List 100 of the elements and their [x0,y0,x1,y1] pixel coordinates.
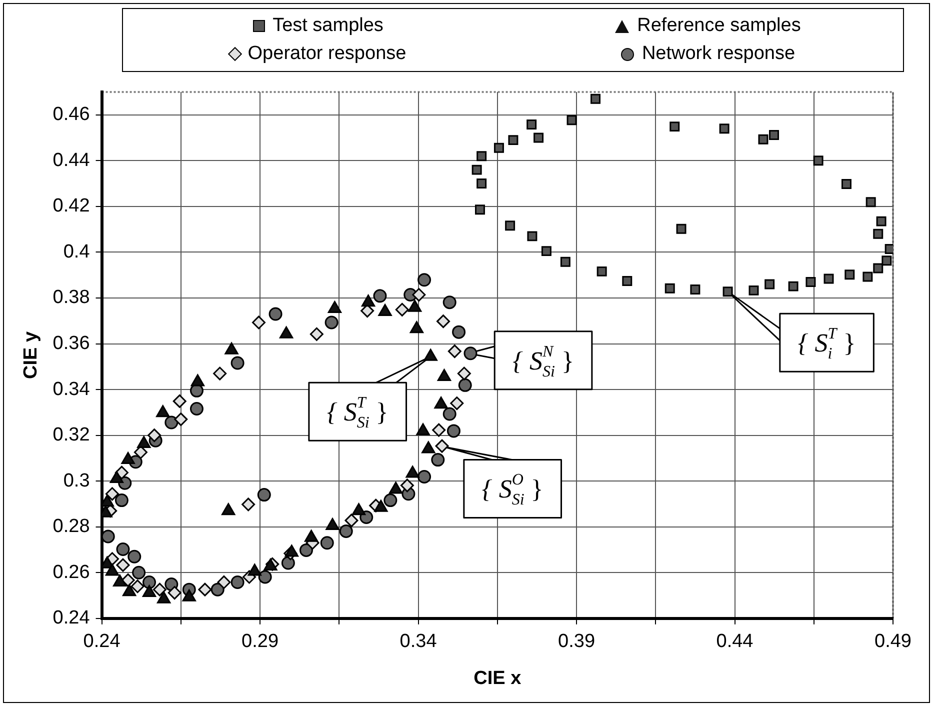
y-tick-label: 0.42 [52,196,90,217]
point [622,276,632,286]
point [395,302,409,316]
point [122,584,136,596]
point [310,327,324,341]
point [242,498,256,512]
y-axis-title: CIE y [20,331,42,379]
point [190,402,204,416]
point [464,346,478,360]
point [431,453,445,467]
point [299,543,313,557]
x-axis-title: CIE x [474,668,522,689]
y-tick-label: 0.46 [52,104,90,126]
point [806,276,816,287]
point [121,452,135,464]
y-tick-label: 0.34 [52,378,90,400]
point [788,281,798,292]
point [339,524,353,538]
point [690,284,700,295]
point [210,582,224,596]
x-tick-label: 0.24 [83,631,121,652]
x-tick-label: 0.29 [242,631,279,652]
point [474,204,485,215]
y-tick-label: 0.26 [52,562,90,583]
point [412,288,426,302]
point [172,394,186,408]
point [344,514,358,528]
point [862,272,873,282]
point [116,542,130,556]
point [373,289,387,303]
point [719,124,730,134]
y-tick-label: 0.24 [52,608,90,629]
point [476,178,487,189]
y-tick-label: 0.36 [52,332,90,354]
point [102,494,114,507]
point [174,412,188,426]
point [596,266,607,276]
y-tick-label: 0.44 [52,150,90,171]
point [676,224,686,234]
point [110,471,124,484]
point [844,270,855,280]
point [446,424,460,438]
point [450,396,464,410]
point [268,307,282,321]
legend-label: Operator response [248,43,406,65]
point [670,122,680,132]
point [130,580,144,594]
point [722,286,733,297]
legend-label: Reference samples [637,15,801,37]
point [230,575,244,589]
point [320,536,334,550]
point [432,423,446,437]
point [132,566,146,580]
point [164,416,178,430]
x-tick-label: 0.34 [400,631,438,652]
point [841,179,852,189]
point [230,356,244,370]
point [148,428,162,442]
y-tick-label: 0.32 [52,424,90,446]
point [152,582,166,596]
point [105,487,119,501]
point [448,344,462,358]
point [458,378,472,392]
point [400,478,414,492]
point [352,503,366,516]
point [324,316,338,330]
point [360,510,374,524]
point [664,283,675,294]
point [252,316,266,330]
point [114,494,128,508]
point [873,263,884,274]
point [748,285,759,296]
y-tick-label: 0.28 [52,516,90,538]
point [198,582,212,596]
point [769,130,779,140]
point [418,470,432,484]
point [436,314,450,328]
point [758,134,768,144]
point [281,556,295,570]
point [527,231,538,242]
legend-label: Test samples [272,15,384,37]
x-tick-label: 0.49 [874,631,912,652]
point [418,273,432,287]
point [142,585,156,598]
point [873,228,884,239]
point [384,494,398,508]
point [505,220,516,231]
point [541,246,552,256]
point [442,296,456,310]
point [258,570,272,584]
point [882,256,892,266]
point [452,325,466,339]
point [168,586,182,600]
point [824,274,834,284]
point [534,132,544,143]
point [116,558,130,572]
x-tick-label: 0.44 [716,631,754,652]
y-tick-label: 0.4 [63,241,90,262]
point [217,575,231,589]
legend-label: Network response [642,43,796,65]
